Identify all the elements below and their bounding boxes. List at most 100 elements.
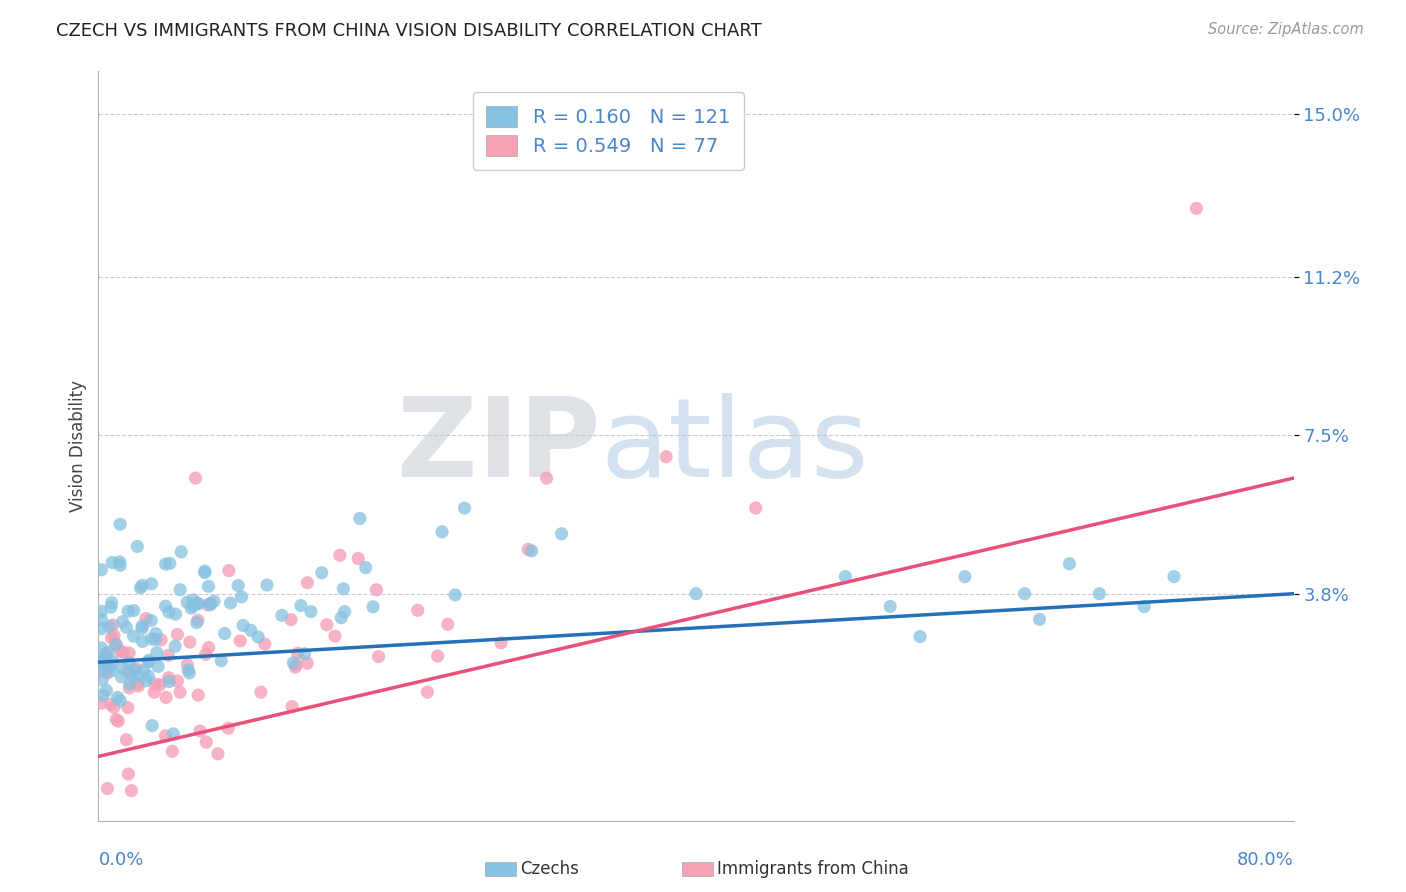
Point (323, 629, 346, 643)
Point (91, 688, 114, 702)
Point (329, 549, 352, 563)
Point (90, 696, 112, 710)
Point (247, 630, 270, 644)
Point (330, 610, 353, 624)
Point (270, 608, 292, 623)
Point (194, 648, 217, 662)
Point (157, 605, 180, 619)
Point (145, 626, 167, 640)
Text: Source: ZipAtlas.com: Source: ZipAtlas.com (1208, 22, 1364, 37)
Point (165, 607, 187, 622)
Point (141, 614, 163, 628)
Point (299, 605, 322, 619)
Point (103, 629, 125, 643)
Point (217, 721, 239, 735)
Point (436, 617, 458, 632)
Point (118, 646, 141, 660)
Point (162, 727, 184, 741)
Y-axis label: Vision Disability: Vision Disability (69, 380, 87, 512)
Point (155, 557, 177, 571)
Point (209, 654, 232, 668)
Point (177, 663, 200, 677)
Point (131, 634, 153, 648)
Point (108, 558, 131, 573)
Point (146, 646, 169, 660)
Point (332, 582, 354, 596)
Point (520, 544, 543, 558)
Point (169, 582, 191, 597)
Point (135, 611, 157, 625)
Point (1163, 569, 1185, 583)
Text: 0.0%: 0.0% (98, 851, 143, 869)
Point (145, 632, 167, 647)
Point (489, 636, 512, 650)
Point (143, 677, 166, 691)
Point (93, 652, 115, 666)
Point (127, 679, 149, 693)
Point (281, 699, 304, 714)
Point (96, 781, 118, 796)
Point (1088, 587, 1111, 601)
Point (366, 582, 388, 597)
Point (90, 563, 112, 577)
Point (406, 603, 429, 617)
Point (122, 662, 145, 676)
Point (120, 783, 142, 797)
Point (90, 640, 112, 655)
Point (834, 569, 856, 583)
Point (416, 685, 439, 699)
Point (1133, 599, 1156, 614)
Point (1028, 612, 1050, 626)
Point (218, 564, 240, 578)
Point (280, 613, 302, 627)
Point (283, 656, 305, 670)
Point (311, 566, 333, 580)
Point (131, 621, 153, 635)
Point (121, 668, 143, 682)
Text: ZIP: ZIP (396, 392, 600, 500)
Point (94, 650, 117, 665)
Point (117, 700, 139, 714)
Point (110, 694, 132, 708)
Point (347, 551, 370, 566)
Point (165, 640, 187, 654)
Point (103, 700, 125, 714)
Point (194, 564, 217, 578)
Point (149, 678, 172, 692)
Point (315, 617, 337, 632)
Point (285, 657, 308, 672)
Point (143, 685, 166, 699)
Point (197, 598, 219, 612)
Point (444, 588, 467, 602)
Point (101, 618, 124, 632)
Point (655, 450, 678, 464)
Point (90, 655, 112, 669)
Point (297, 575, 319, 590)
Point (745, 501, 768, 516)
Point (111, 661, 134, 675)
Point (127, 540, 149, 554)
Point (685, 587, 707, 601)
Point (284, 660, 307, 674)
Point (110, 644, 132, 658)
Point (170, 545, 193, 559)
Text: atlas: atlas (600, 392, 869, 500)
Point (169, 685, 191, 699)
Point (127, 676, 149, 690)
Point (98, 659, 121, 673)
Point (146, 659, 169, 673)
Point (118, 656, 141, 670)
Point (90, 665, 112, 679)
Point (231, 590, 253, 604)
Point (297, 656, 319, 670)
Point (115, 620, 138, 634)
Point (122, 604, 145, 618)
Point (157, 674, 180, 689)
Point (879, 599, 901, 614)
Point (188, 723, 211, 738)
Point (1059, 557, 1081, 571)
Point (197, 640, 219, 655)
Point (179, 665, 201, 680)
Point (162, 744, 184, 758)
Point (104, 638, 127, 652)
